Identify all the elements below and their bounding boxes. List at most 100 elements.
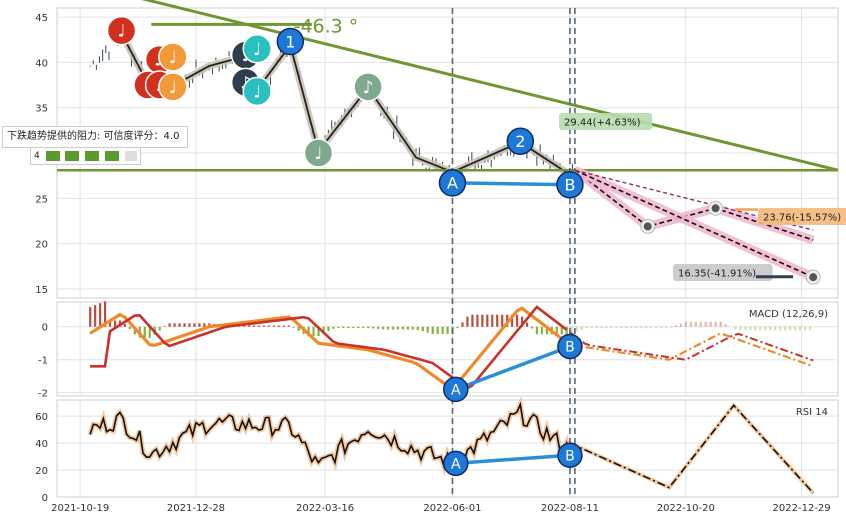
score-badge-empty-icon: [125, 151, 137, 161]
projection-annotation-label: 29.44(+4.63%): [564, 118, 641, 129]
macd-histogram-bar: [362, 327, 364, 328]
wave-point-label: 1: [285, 32, 295, 51]
macd-histogram-bar: [779, 327, 781, 331]
macd-histogram-bar: [739, 327, 741, 331]
macd-histogram-bar: [268, 326, 270, 327]
macd-histogram-bar: [412, 327, 414, 330]
macd-histogram-bar: [471, 315, 473, 327]
note-badge-glyph: ♩: [169, 48, 177, 68]
macd-histogram-bar: [382, 327, 384, 330]
macd-histogram-bar: [635, 327, 637, 328]
price-ytick-label: 25: [35, 194, 48, 205]
macd-histogram-bar: [387, 327, 389, 330]
resistance-info-box: 下跌趋势提供的阻力: 可信度评分：4.0: [2, 126, 188, 148]
macd-histogram-bar: [610, 327, 612, 328]
macd-histogram-bar: [164, 326, 166, 327]
macd-histogram-bar: [481, 315, 483, 327]
xtick-label: 2022-03-16: [296, 503, 354, 514]
wave-point-label: A: [451, 456, 461, 472]
note-badge-glyph: ♩: [118, 22, 126, 42]
macd-histogram-bar: [447, 327, 449, 334]
price-ytick-label: 20: [35, 240, 48, 251]
trend-angle-label: -46.3 °: [294, 15, 359, 37]
xtick-label: 2022-06-01: [423, 503, 481, 514]
macd-histogram-bar: [491, 315, 493, 327]
macd-histogram-bar: [675, 326, 677, 327]
macd-histogram-bar: [327, 327, 329, 332]
macd-histogram-bar: [645, 327, 647, 328]
macd-histogram-bar: [456, 327, 458, 328]
macd-histogram-bar: [531, 327, 533, 329]
wave-point-label: B: [564, 175, 575, 194]
macd-histogram-bar: [89, 307, 91, 327]
macd-ytick-label: 0: [42, 323, 48, 334]
macd-histogram-bar: [248, 326, 250, 327]
projection-annotation-label: 23.76(-15.57%): [763, 213, 841, 224]
macd-histogram-bar: [427, 327, 429, 333]
macd-histogram-bar: [784, 327, 786, 331]
macd-histogram-bar: [183, 323, 185, 326]
wave-point-label: A: [447, 174, 458, 193]
macd-histogram-bar: [278, 326, 280, 327]
price-ytick-label: 40: [35, 58, 48, 69]
macd-histogram-bar: [749, 327, 751, 331]
score-badge-icon: [85, 151, 99, 161]
macd-histogram-bar: [407, 327, 409, 330]
macd-histogram-bar: [173, 323, 175, 326]
macd-histogram-bar: [650, 327, 652, 328]
projection-marker: [644, 222, 652, 230]
macd-histogram-bar: [372, 327, 374, 329]
macd-histogram-bar: [347, 327, 349, 328]
macd-histogram-bar: [585, 327, 587, 328]
macd-histogram-bar: [402, 327, 404, 330]
macd-histogram-bar: [744, 327, 746, 331]
macd-ytick-label: -1: [38, 356, 48, 367]
macd-histogram-bar: [804, 327, 806, 331]
macd-histogram-bar: [526, 323, 528, 327]
macd-histogram-bar: [312, 327, 314, 336]
macd-histogram-bar: [581, 327, 583, 330]
projection-annotation-label: 16.35(-41.91%): [678, 269, 756, 280]
macd-histogram-bar: [263, 326, 265, 327]
macd-histogram-bar: [794, 327, 796, 331]
macd-histogram-bar: [342, 327, 344, 328]
macd-histogram-bar: [615, 327, 617, 328]
macd-histogram-bar: [422, 327, 424, 332]
macd-histogram-bar: [283, 326, 285, 327]
macd-histogram-bar: [337, 327, 339, 328]
macd-histogram-bar: [625, 327, 627, 328]
xtick-label: 2022-12-29: [773, 503, 831, 514]
price-ytick-label: 35: [35, 104, 48, 115]
wave-point-label: A: [451, 382, 461, 398]
macd-histogram-bar: [352, 327, 354, 328]
confidence-score-value: 4: [34, 151, 40, 161]
macd-histogram-bar: [799, 327, 801, 331]
macd-histogram-bar: [476, 315, 478, 327]
xtick-label: 2022-10-20: [657, 503, 715, 514]
macd-histogram-bar: [695, 322, 697, 327]
xtick-label: 2021-12-28: [167, 503, 225, 514]
xtick-label: 2021-10-19: [51, 503, 109, 514]
macd-histogram-bar: [188, 323, 190, 326]
macd-histogram-bar: [705, 322, 707, 327]
wave-point-label: 2: [515, 132, 525, 151]
macd-histogram-bar: [367, 327, 369, 328]
rsi-ytick-label: 20: [35, 466, 48, 477]
score-badge-icon: [65, 151, 79, 161]
macd-histogram-bar: [595, 327, 597, 328]
macd-histogram-bar: [466, 317, 468, 327]
macd-histogram-bar: [764, 327, 766, 331]
macd-histogram-bar: [710, 322, 712, 327]
macd-histogram-bar: [94, 305, 96, 327]
price-ytick-label: 45: [35, 13, 48, 24]
macd-histogram-bar: [809, 327, 811, 331]
macd-histogram-bar: [178, 323, 180, 326]
macd-histogram-bar: [655, 327, 657, 328]
macd-histogram-bar: [605, 327, 607, 328]
note-badge-glyph: ♩: [169, 78, 177, 98]
wave-point-label: B: [565, 340, 575, 356]
note-badge-glyph: ♩: [253, 82, 261, 102]
ab-connect-line: [452, 183, 569, 185]
macd-histogram-bar: [442, 327, 444, 334]
